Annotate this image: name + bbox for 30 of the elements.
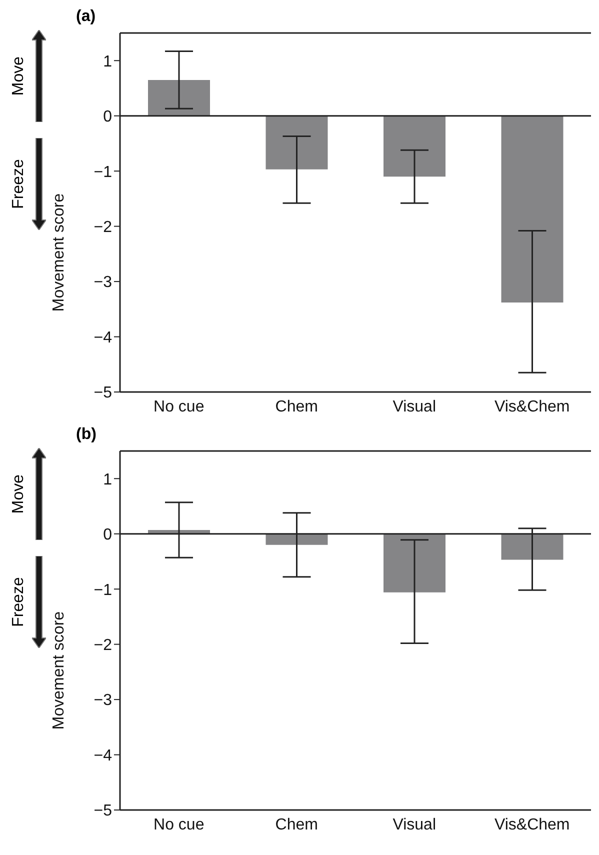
x-tick-label: Vis&Chem [494,398,570,416]
y-tick-label: −1 [94,164,112,181]
text: Move [10,56,28,96]
y-tick-label: 0 [103,108,112,126]
x-tick-label: Visual [392,398,436,416]
y-axis-title: Movement score [50,193,68,312]
y-tick-label: −1 [94,582,112,599]
y-axis-title: Movement score [50,611,68,730]
text: Freeze [10,159,28,209]
y-tick-label: −4 [94,329,112,346]
x-tick-label: Visual [392,816,436,834]
x-tick-label: Chem [275,816,318,834]
text: Move [10,474,28,514]
y-tick-label: −4 [94,747,112,764]
y-tick-label: −2 [94,218,112,236]
y-tick-label: 1 [103,471,112,488]
y-tick-label: −2 [94,636,112,654]
chart-title: (a) [76,8,96,26]
text: Freeze [10,577,28,627]
y-tick-label: −3 [94,692,112,710]
y-tick-label: −5 [94,802,112,820]
x-tick-label: Vis&Chem [494,816,570,834]
y-tick-label: 1 [103,53,112,70]
x-tick-label: No cue [154,816,204,834]
y-tick-label: −3 [94,274,112,292]
y-tick-label: −5 [94,384,112,402]
y-tick-label: 0 [103,526,112,544]
chart-title: (b) [76,426,96,444]
x-tick-label: Chem [275,398,318,416]
x-tick-label: No cue [154,398,204,416]
